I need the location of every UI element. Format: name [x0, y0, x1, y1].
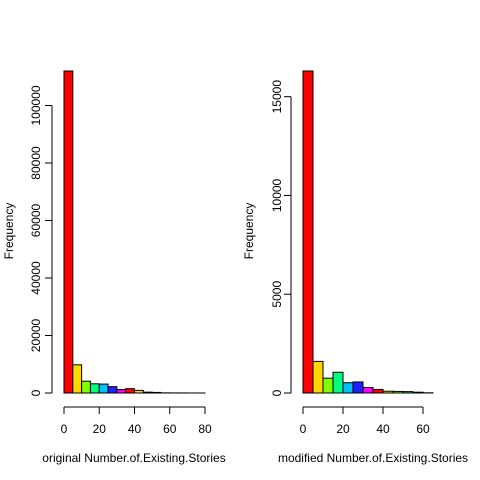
left-histogram-panel: original Number.of.Existing.Stories Freq…	[2, 71, 226, 465]
left-x-tick-label: 80	[198, 422, 212, 436]
right-histogram-bar	[333, 372, 343, 393]
right-histogram-bar	[413, 392, 423, 393]
right-y-tick-label: 5000	[270, 281, 284, 308]
left-x-tick-label: 20	[93, 422, 107, 436]
left-x-tick-label: 60	[163, 422, 177, 436]
left-histogram-bar	[117, 390, 126, 393]
right-histogram-bar	[303, 71, 313, 393]
left-y-axis-label: Frequency	[2, 203, 16, 260]
left-y-tick-label: 60000	[29, 203, 43, 237]
left-y-tick-label: 100000	[29, 85, 43, 125]
right-y-tick-label: 0	[270, 389, 284, 396]
right-x-tick-label: 20	[336, 422, 350, 436]
right-y-axis-label: Frequency	[242, 203, 256, 260]
right-histogram-bar	[363, 387, 373, 393]
right-histogram-bar	[383, 391, 393, 393]
right-y-tick-label: 15000	[270, 80, 284, 114]
right-histogram-bar	[313, 361, 323, 393]
right-y-tick-label: 10000	[270, 178, 284, 212]
left-histogram-bar	[90, 384, 99, 393]
right-x-axis-label: modified Number.of.Existing.Stories	[278, 451, 468, 465]
right-histogram-bar	[393, 391, 403, 393]
right-histogram-bar	[353, 382, 363, 393]
left-histogram-bar	[126, 389, 135, 393]
left-histogram-bar	[152, 392, 161, 393]
right-x-tick-label: 0	[300, 422, 307, 436]
left-y-tick-label: 0	[29, 389, 43, 396]
right-x-tick-label: 60	[416, 422, 430, 436]
right-histogram-panel: modified Number.of.Existing.Stories Freq…	[242, 71, 468, 465]
left-x-axis-label: original Number.of.Existing.Stories	[42, 451, 225, 465]
left-histogram-bar	[82, 381, 91, 393]
right-histogram-bar	[373, 389, 383, 393]
left-histogram-bar	[135, 390, 144, 393]
right-x-tick-label: 40	[376, 422, 390, 436]
left-histogram-bar	[64, 71, 73, 393]
left-histogram-bar	[99, 384, 108, 393]
right-histogram-bar	[343, 383, 353, 393]
left-histogram-bar	[143, 392, 152, 393]
left-histogram-bar	[73, 365, 82, 393]
left-x-tick-label: 40	[128, 422, 142, 436]
left-y-tick-label: 20000	[29, 318, 43, 352]
left-y-tick-label: 40000	[29, 261, 43, 295]
left-y-tick-label: 80000	[29, 146, 43, 180]
right-histogram-bar	[323, 378, 333, 393]
left-x-tick-label: 0	[61, 422, 68, 436]
right-histogram-bar	[403, 392, 413, 393]
left-histogram-bar	[108, 387, 117, 393]
